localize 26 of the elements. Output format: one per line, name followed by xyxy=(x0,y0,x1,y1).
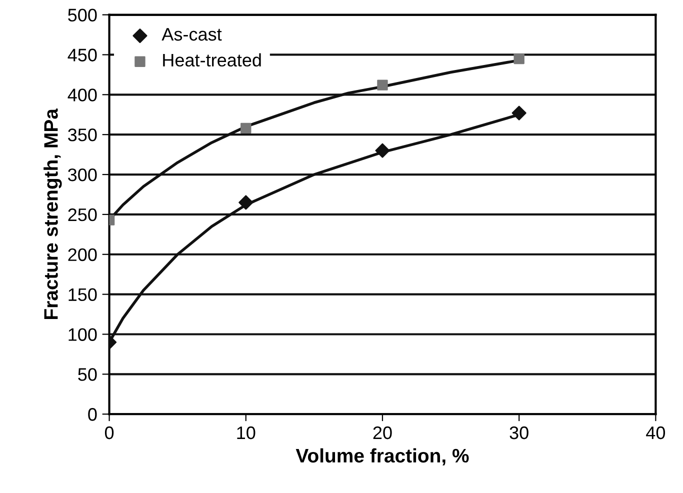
x-axis-title: Volume fraction, % xyxy=(296,448,469,466)
x-tick-label: 10 xyxy=(237,426,256,440)
point xyxy=(514,53,524,64)
point xyxy=(240,122,252,134)
y-tick-label: 200 xyxy=(68,248,97,262)
y-tick-label: 400 xyxy=(68,88,97,102)
y-tick-label: 50 xyxy=(78,368,97,381)
y-axis-title: Fracture strength, MPa xyxy=(44,108,62,320)
legend-label: As-cast xyxy=(162,28,222,41)
point xyxy=(377,80,388,90)
y-tick-label: 250 xyxy=(68,208,97,222)
point xyxy=(375,143,390,158)
point xyxy=(238,195,254,210)
y-tick-label: 0 xyxy=(88,408,97,421)
y-tick-label: 450 xyxy=(68,48,97,62)
y-tick-label: 100 xyxy=(68,328,97,341)
x-tick-label: 20 xyxy=(373,426,392,440)
y-tick-label: 350 xyxy=(68,128,97,142)
x-tick-label: 40 xyxy=(646,426,666,440)
y-tick-label: 500 xyxy=(68,8,97,22)
y-tick-label: 300 xyxy=(68,168,97,182)
x-tick-label: 0 xyxy=(104,426,114,440)
legend-label: Heat-treated xyxy=(163,53,261,67)
x-tick-label: 30 xyxy=(510,426,528,440)
y-tick-label: 150 xyxy=(68,288,97,302)
point xyxy=(512,106,526,120)
